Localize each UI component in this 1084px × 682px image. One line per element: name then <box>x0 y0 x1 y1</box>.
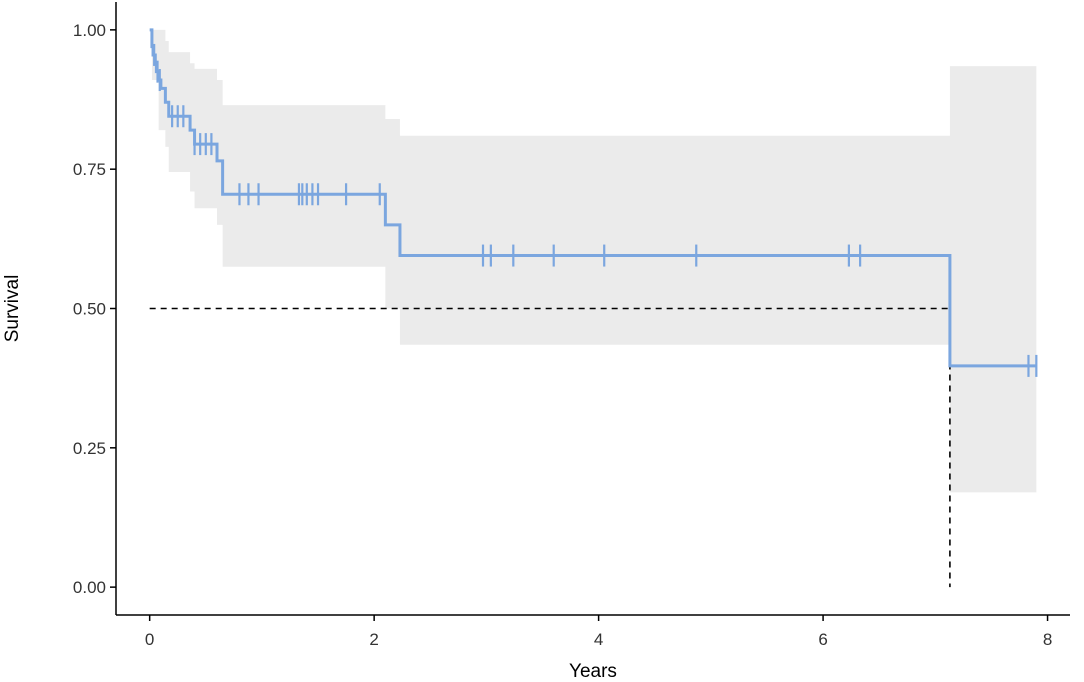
y-tick-label: 1.00 <box>73 21 106 40</box>
x-tick-label: 6 <box>818 630 827 649</box>
x-tick-label: 4 <box>594 630 603 649</box>
axis-ticks: 0.00 0.25 0.50 0.75 1.00 0 2 4 6 8 <box>73 21 1052 649</box>
x-axis-title: Years <box>569 661 617 682</box>
y-tick-label: 0.75 <box>73 160 106 179</box>
censor-marks <box>153 43 1038 377</box>
y-tick-label: 0.50 <box>73 300 106 319</box>
y-tick-label: 0.00 <box>73 578 106 597</box>
survival-line <box>149 28 1037 368</box>
median-reference-lines <box>149 307 951 588</box>
x-tick-label: 8 <box>1043 630 1052 649</box>
confidence-band <box>149 29 1037 493</box>
x-tick-label: 0 <box>145 630 154 649</box>
y-axis-title: Survival <box>2 275 23 343</box>
x-tick-label: 2 <box>369 630 378 649</box>
survival-curve <box>149 28 1037 368</box>
ci-band <box>149 29 1037 493</box>
y-tick-label: 0.25 <box>73 439 106 458</box>
